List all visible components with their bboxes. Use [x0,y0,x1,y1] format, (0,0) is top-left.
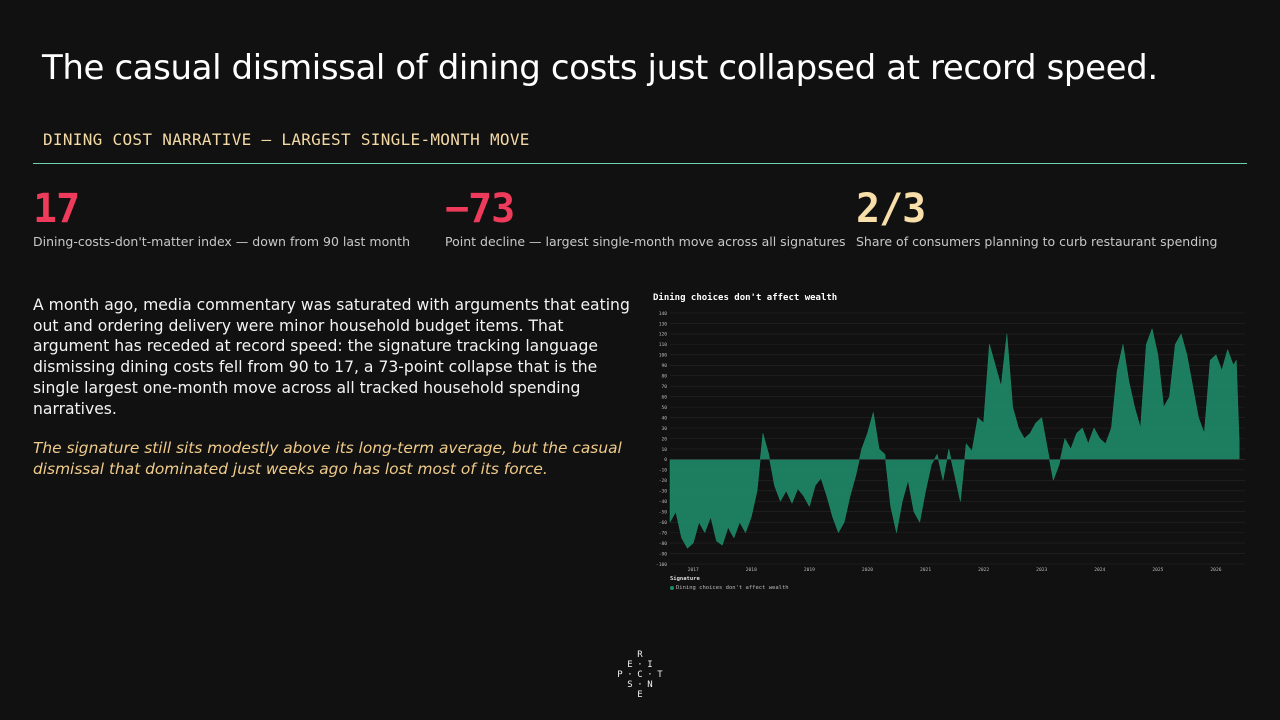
y-tick-label: 50 [661,405,667,411]
y-tick-label: 80 [661,374,667,380]
stat-caption: Share of consumers planning to curb rest… [856,234,1218,249]
x-tick-label: 2025 [1152,567,1163,573]
logo-dot: · [647,670,653,680]
logo-letter: E [627,660,633,670]
stat-caption: Dining-costs-don't-matter index — down f… [33,234,410,249]
x-tick-label: 2019 [804,567,815,573]
logo-dot: · [637,680,643,690]
logo-letter: S [627,680,633,690]
x-tick-label: 2026 [1210,567,1221,573]
stat-value: −73 [445,186,515,232]
x-tick-label: 2018 [746,567,757,573]
y-tick-label: 40 [661,415,667,421]
y-tick-label: 60 [661,394,667,400]
logo-letter: T [657,670,663,680]
body-paragraph: A month ago, media commentary was satura… [33,296,630,418]
stat-value: 17 [33,186,80,232]
stat-value: 2/3 [856,186,926,232]
y-tick-label: 130 [659,321,668,327]
logo-letter: I [647,660,653,670]
chart-svg: 1401301201101009080706050403020100-10-20… [656,311,1245,573]
logo-letter: R [637,650,643,660]
x-tick-label: 2023 [1036,567,1047,573]
y-tick-label: -100 [656,562,667,568]
y-tick-label: 30 [661,426,667,432]
legend-item: Dining choices don't affect wealth [670,585,789,591]
y-tick-label: -20 [659,478,668,484]
y-tick-label: -10 [659,468,668,474]
y-tick-label: 0 [664,457,667,463]
section-kicker: DINING COST NARRATIVE — LARGEST SINGLE-M… [43,130,530,149]
x-tick-label: 2022 [978,567,989,573]
y-tick-label: 100 [659,353,668,359]
chart-title: Dining choices don't affect wealth [653,293,838,303]
logo-letter: C [637,670,643,680]
signature-chart: Dining choices don't affect wealth 140 13… [650,290,1250,595]
logo-letter: E [637,690,643,700]
logo-letter: P [617,670,623,680]
logo-dot: · [637,660,643,670]
stat-current-index: 17 Dining-costs-don't-matter index — dow… [33,186,410,249]
logo-dot: · [627,670,633,680]
stat-caption: Point decline — largest single-month mov… [445,234,846,249]
y-tick-label: 20 [661,436,667,442]
y-tick-label: -90 [659,551,668,557]
divider-rule [33,163,1247,164]
x-tick-label: 2020 [862,567,873,573]
y-tick-label: -70 [659,530,668,536]
y-tick-label: -30 [659,489,668,495]
legend-title: Signature [670,576,700,582]
y-tick-label: 140 [659,311,668,317]
stat-consumer-share: 2/3 Share of consumers planning to curb … [856,186,1218,249]
legend-label: Dining choices don't affect wealth [676,585,789,591]
body-italic-note: The signature still sits modestly above … [33,439,622,478]
y-tick-label: -50 [659,510,668,516]
x-tick-label: 2017 [688,567,699,573]
y-tick-label: -80 [659,541,668,547]
logo-letter: N [647,680,653,690]
x-tick-label: 2021 [920,567,931,573]
y-tick-label: 70 [661,384,667,390]
page-title: The casual dismissal of dining costs jus… [42,48,1158,88]
y-tick-label: -40 [659,499,668,505]
legend-swatch [670,585,674,590]
y-tick-label: 90 [661,363,667,369]
y-tick-label: 10 [661,447,667,453]
y-tick-label: 110 [659,342,668,348]
y-tick-label: -60 [659,520,668,526]
x-tick-label: 2024 [1094,567,1105,573]
stat-point-decline: −73 Point decline — largest single-month… [445,186,846,249]
brand-logo: R E · I P · C · T S · N E [610,650,670,702]
series-area [669,327,1240,549]
y-tick-label: 120 [659,332,668,338]
